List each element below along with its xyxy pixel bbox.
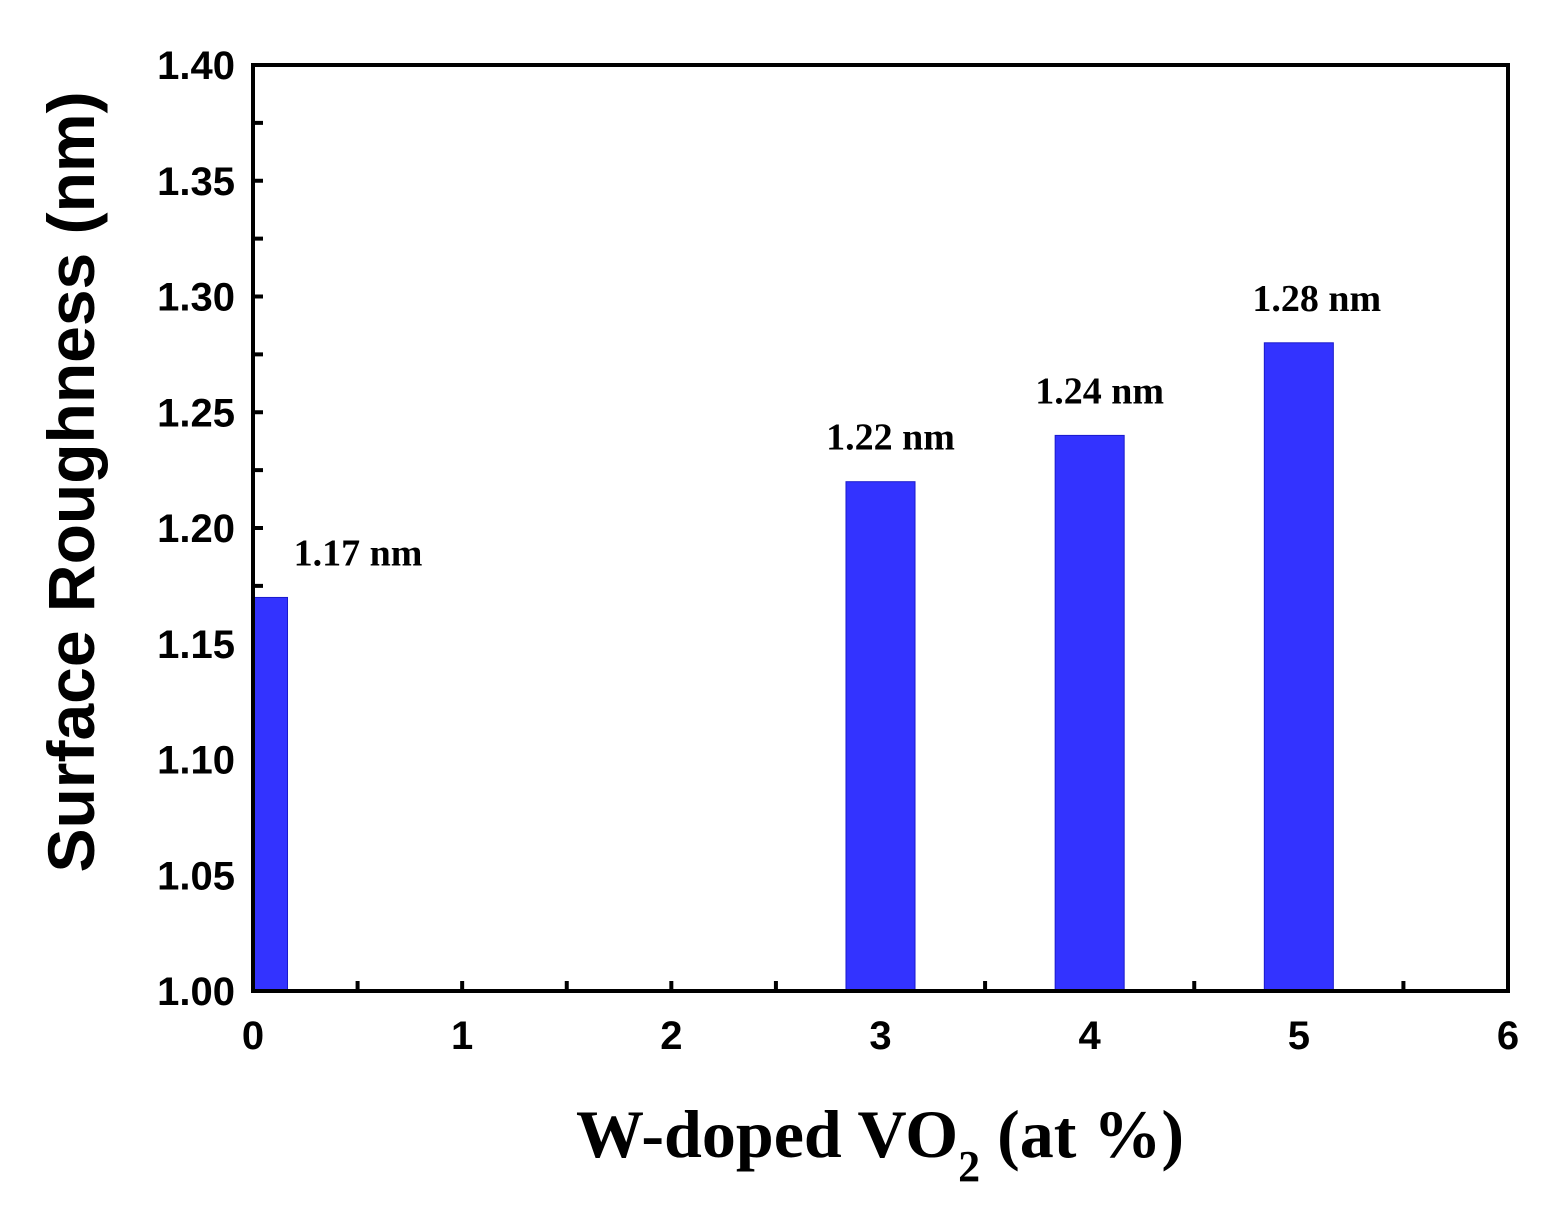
bar-data-labels: 1.17 nm 1.22 nm 1.24 nm 1.28 nm [294, 278, 1382, 575]
bar [845, 481, 916, 992]
x-axis-label-main: W-doped VO [576, 1096, 958, 1172]
y-tick-label: 1.30 [157, 276, 235, 320]
bar [1054, 434, 1125, 992]
x-axis-label: W-doped VO2 (at %) [576, 1096, 1184, 1191]
bars [252, 342, 1334, 992]
x-axis-label-suffix: (at %) [980, 1096, 1184, 1172]
bar [252, 596, 289, 992]
x-tick-label: 6 [1497, 1014, 1519, 1058]
x-tick-labels: 0 1 2 3 4 5 6 [242, 1014, 1519, 1058]
bar-data-label: 1.22 nm [826, 417, 955, 459]
y-tick-label: 1.00 [157, 970, 235, 1014]
bar-data-label: 1.17 nm [294, 532, 423, 574]
y-tick-label: 1.05 [157, 854, 235, 898]
y-tick-label: 1.10 [157, 739, 235, 783]
y-axis-label: Surface Roughness (nm) [34, 91, 108, 872]
bar [1263, 342, 1334, 992]
y-tick-label: 1.15 [157, 623, 235, 667]
x-tick-label: 0 [242, 1014, 264, 1058]
y-tick-labels: 1.00 1.05 1.10 1.15 1.20 1.25 1.30 1.35 1.40 [157, 44, 235, 1014]
y-tick-label: 1.20 [157, 507, 235, 551]
x-axis-label-subscript: 2 [958, 1142, 980, 1191]
x-tick-label: 5 [1288, 1014, 1310, 1058]
plot-frame [251, 63, 1510, 993]
x-tick-label: 4 [1079, 1014, 1102, 1058]
x-tick-label: 3 [869, 1014, 891, 1058]
bar-data-label: 1.24 nm [1035, 370, 1164, 412]
x-tick-label: 1 [451, 1014, 473, 1058]
y-tick-label: 1.35 [157, 160, 235, 204]
x-tick-label: 2 [660, 1014, 682, 1058]
y-tick-label: 1.40 [157, 44, 235, 88]
bar-data-label: 1.28 nm [1252, 278, 1381, 320]
y-tick-label: 1.25 [157, 391, 235, 435]
